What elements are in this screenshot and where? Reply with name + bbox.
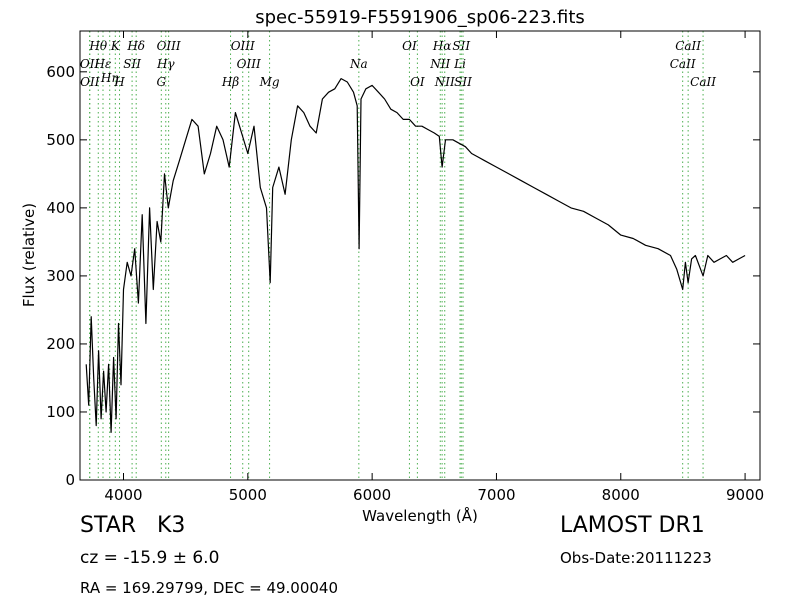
line-marker-label: Mg [259, 75, 280, 89]
line-marker-label: Hγ [156, 57, 175, 71]
line-marker-label: Li [453, 57, 466, 71]
survey-label: LAMOST DR1 [560, 513, 705, 538]
x-tick-label: 6000 [353, 486, 391, 504]
line-marker-label: Hβ [221, 75, 239, 89]
class-label: STAR [80, 513, 137, 538]
line-marker-label: OI [410, 75, 425, 89]
line-marker-label: Hδ [126, 39, 145, 53]
y-tick-label: 0 [65, 471, 75, 489]
line-marker-label: OIII [237, 57, 261, 71]
x-tick-label: 5000 [229, 486, 267, 504]
series-group [85, 77, 746, 433]
line-marker-label: Hα [432, 39, 452, 53]
y-axis: 0 100 200 300 400 500 600 [46, 63, 760, 489]
line-marker-label: NII [434, 75, 455, 89]
plot-frame [79, 30, 761, 481]
y-tick-label: 400 [46, 199, 75, 217]
line-marker-label: SII [123, 57, 141, 71]
line-marker-label: OI [402, 39, 417, 53]
y-axis-label: Flux (relative) [20, 203, 38, 307]
line-marker-label: K [110, 39, 121, 53]
line-marker-label: Hε [94, 57, 112, 71]
line-marker-label: G [157, 75, 167, 89]
line-marker-label: Na [349, 57, 368, 71]
chart-title: spec-55919-F5591906_sp06-223.fits [255, 7, 585, 28]
line-marker-label: Hη [100, 71, 119, 85]
x-axis: 4000 5000 6000 7000 8000 9000 [104, 31, 764, 504]
y-tick-label: 100 [46, 403, 75, 421]
line-marker-label: H [113, 75, 125, 89]
line-marker-label: SII [452, 39, 470, 53]
x-tick-label: 8000 [602, 486, 640, 504]
line-marker-label: OIII [157, 39, 181, 53]
coords-text: RA = 169.29799, DEC = 49.00040 [80, 579, 339, 597]
cz-text: cz = -15.9 ± 6.0 [80, 548, 220, 568]
y-tick-label: 500 [46, 131, 75, 149]
x-tick-label: 7000 [477, 486, 515, 504]
y-tick-label: 600 [46, 63, 75, 81]
x-tick-label: 9000 [726, 486, 764, 504]
spectrum-line-0 [85, 77, 746, 433]
subclass-label: K3 [157, 513, 186, 538]
y-tick-label: 300 [46, 267, 75, 285]
y-tick-label: 200 [46, 335, 75, 353]
line-marker-label: SII [454, 75, 472, 89]
line-marker-label: OIII [231, 39, 255, 53]
line-marker-label: CaII [670, 57, 696, 71]
line-marker-label: CaII [690, 75, 716, 89]
x-axis-label: Wavelength (Å) [362, 506, 478, 525]
line-marker-label: NII [429, 57, 450, 71]
line-marker-label: Hθ [88, 39, 107, 53]
line-marker-label: CaII [675, 39, 701, 53]
obs-date: Obs-Date:20111223 [560, 549, 712, 567]
x-tick-label: 4000 [104, 486, 142, 504]
line-marker-label: OII [80, 75, 100, 89]
